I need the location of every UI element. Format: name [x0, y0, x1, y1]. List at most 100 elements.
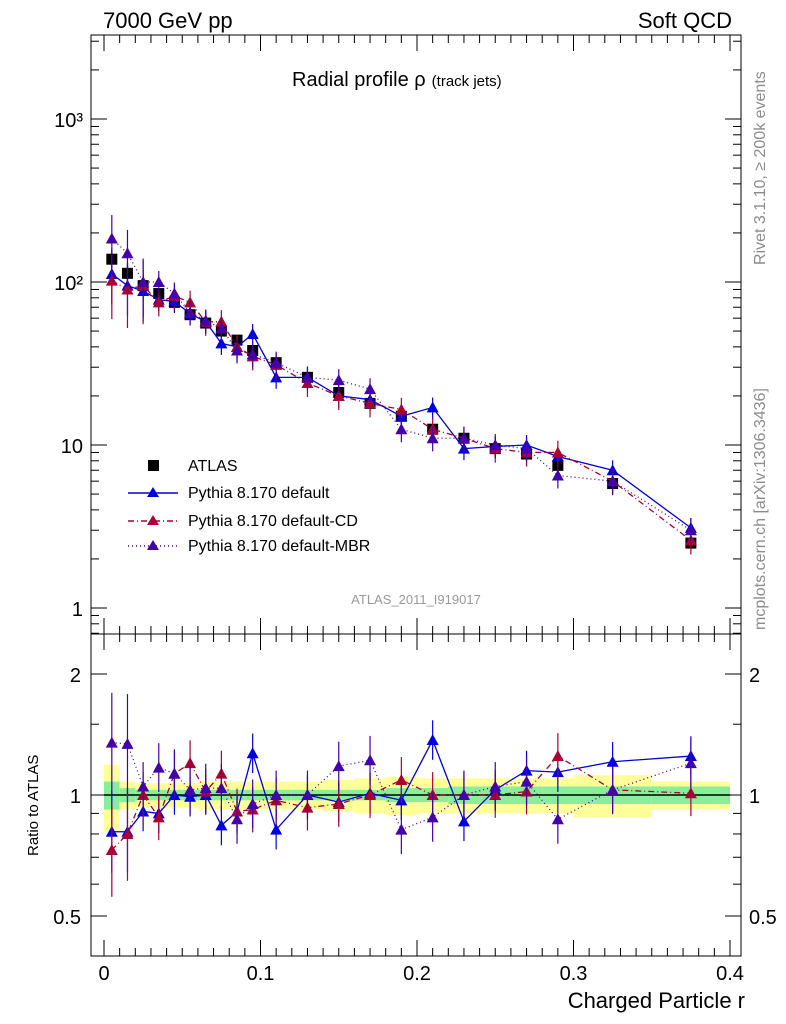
- x-axis-ticks: 0 0.1 0.2 0.3 0.4: [98, 35, 744, 985]
- legend-mbr-marker: [147, 540, 159, 550]
- x-tick-label: 0.3: [560, 963, 588, 985]
- ratio-y-axis-ticks: 0.5 0.5 1 1 2 2: [53, 665, 777, 929]
- ratio-y-axis-label: Ratio to ATLAS: [25, 755, 42, 856]
- ratio-point: [121, 737, 134, 749]
- legend-cd-label: Pythia 8.170 default-CD: [188, 513, 358, 530]
- ratio-point: [606, 755, 619, 767]
- mc-point: [270, 356, 283, 368]
- mc-point: [332, 374, 345, 386]
- mc-point: [332, 389, 345, 401]
- mc-point: [184, 306, 197, 318]
- ratio-point: [426, 734, 439, 746]
- ratio-point: [152, 761, 165, 773]
- ratio-point: [184, 757, 197, 769]
- ratio-point: [551, 750, 564, 762]
- mc-point: [395, 403, 408, 415]
- mc-point: [301, 371, 314, 383]
- mc-point: [426, 432, 439, 444]
- ratio-point: [364, 754, 377, 766]
- series-line-2: [111, 280, 692, 541]
- category-label: Soft QCD: [638, 8, 732, 33]
- ratio-line-2: [111, 741, 692, 831]
- mc-point: [152, 276, 165, 287]
- mc-point: [395, 423, 408, 435]
- mc-point: [121, 283, 134, 295]
- ratio-point: [215, 819, 228, 831]
- mc-point: [364, 397, 377, 409]
- mc-point: [364, 383, 377, 395]
- mc-point: [520, 442, 533, 454]
- mc-point: [137, 276, 150, 287]
- ratio-point: [270, 823, 283, 835]
- mc-point: [215, 337, 228, 349]
- mc-point: [231, 344, 244, 356]
- plot-title: Radial profile ρ (track jets): [292, 69, 502, 91]
- ratio-point: [520, 775, 533, 787]
- x-tick-label: 0.2: [403, 963, 431, 985]
- x-tick-label: 0.1: [247, 963, 275, 985]
- ratio-point: [489, 780, 502, 792]
- ratio-point: [332, 797, 345, 809]
- ratio-point: [684, 787, 697, 799]
- ratio-y-tick-label-right: 0.5: [749, 907, 777, 929]
- legend-atlas-marker: [148, 460, 159, 471]
- ratio-point: [332, 760, 345, 772]
- main-data-series: [105, 215, 697, 555]
- ratio-point: [606, 783, 619, 795]
- x-axis-label: Charged Particle r: [568, 988, 745, 1013]
- ratio-y-tick-label-right: 2: [749, 665, 760, 687]
- ratio-y-tick-label-right: 1: [749, 786, 760, 808]
- ratio-point: [231, 813, 244, 825]
- legend: ATLAS Pythia 8.170 default Pythia 8.170 …: [128, 458, 370, 555]
- mc-point: [246, 348, 259, 360]
- legend-mbr-label: Pythia 8.170 default-MBR: [188, 538, 370, 555]
- ratio-point: [395, 823, 408, 835]
- mc-point: [489, 439, 502, 450]
- ratio-point: [215, 782, 228, 794]
- ratio-y-tick-label: 1: [70, 786, 81, 808]
- ratio-point: [184, 783, 197, 795]
- mc-point: [606, 475, 619, 487]
- ratio-point: [246, 747, 259, 759]
- main-y-tick-label: 10²: [54, 273, 83, 295]
- ratio-point: [457, 815, 470, 827]
- main-y-axis-ticks: 1 10 10² 10³: [54, 40, 741, 634]
- ratio-uncertainty-bands: [104, 764, 730, 832]
- ratio-point: [105, 736, 118, 748]
- x-tick-label: 0: [98, 963, 109, 985]
- ratio-point: [301, 789, 314, 800]
- x-tick-label: 0.4: [716, 963, 744, 985]
- legend-atlas-label: ATLAS: [188, 458, 238, 475]
- ratio-point: [152, 811, 165, 823]
- mc-point: [457, 432, 470, 444]
- ratio-y-tick-label: 0.5: [53, 907, 81, 929]
- mc-point: [426, 401, 439, 413]
- mc-point: [199, 314, 212, 326]
- ratio-point: [270, 789, 283, 800]
- ratio-line-1: [111, 755, 691, 851]
- ratio-point: [395, 773, 408, 785]
- main-y-tick-label: 1: [72, 599, 83, 621]
- energy-label: 7000 GeV pp: [103, 8, 233, 33]
- ratio-point: [551, 813, 564, 825]
- mc-point: [215, 322, 228, 334]
- mcplots-label: mcplots.cern.ch [arXiv:1306.3436]: [752, 388, 769, 630]
- mc-point: [168, 287, 181, 299]
- mc-point: [105, 274, 118, 286]
- ratio-point: [457, 789, 470, 800]
- ratio-point: [137, 780, 150, 792]
- ratio-point: [364, 789, 377, 800]
- ratio-point: [105, 843, 118, 855]
- ratio-point: [246, 797, 259, 809]
- ratio-point: [168, 767, 181, 779]
- ratio-y-tick-label: 2: [70, 665, 81, 687]
- analysis-id: ATLAS_2011_I919017: [351, 592, 481, 607]
- mc-point: [105, 232, 118, 244]
- ratio-line-0: [111, 738, 691, 833]
- legend-cd-marker: [147, 515, 159, 525]
- ratio-point: [426, 811, 439, 823]
- ratio-point: [199, 782, 212, 794]
- ratio-point: [121, 827, 134, 839]
- mc-point: [684, 524, 697, 536]
